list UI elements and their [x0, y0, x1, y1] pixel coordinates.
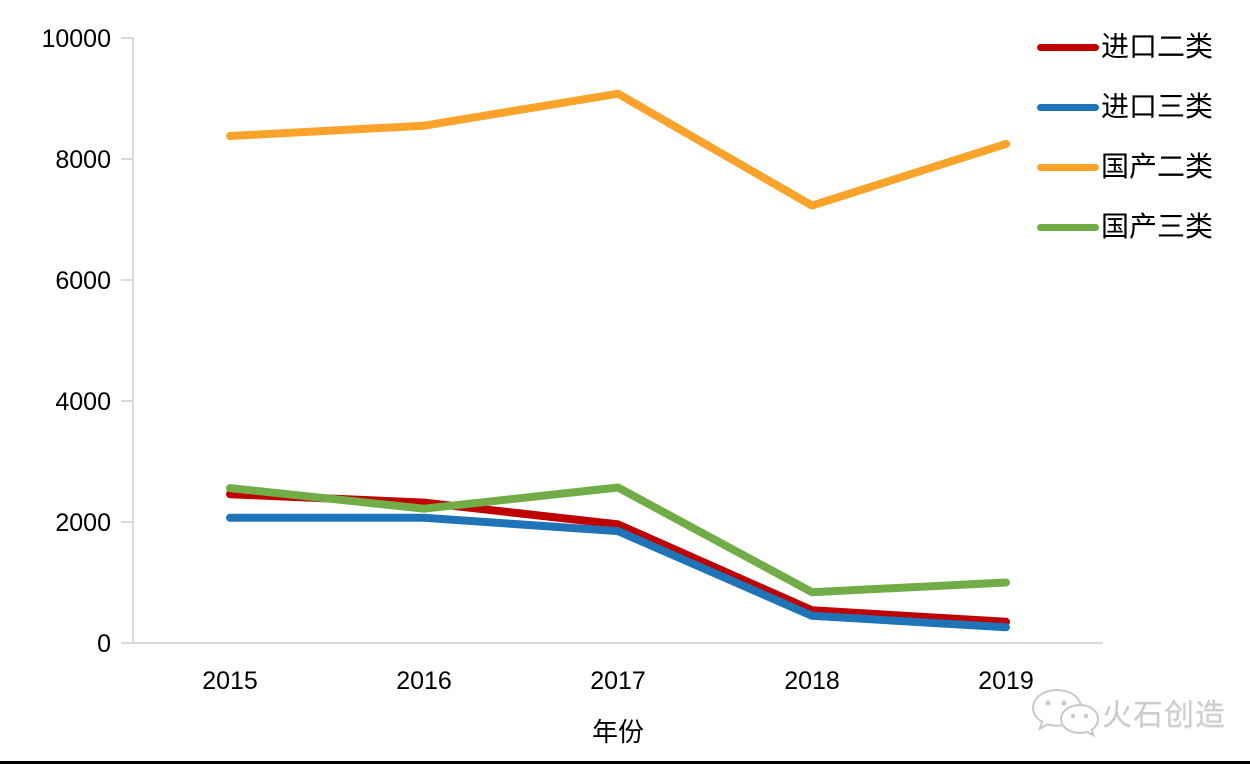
legend-item-domestic-class3: 国产三类 [1037, 197, 1213, 257]
y-tick-label: 2000 [55, 509, 111, 537]
series-line-0 [226, 490, 1010, 626]
legend-label: 国产二类 [1101, 151, 1214, 182]
x-tick-label: 2015 [202, 667, 258, 695]
legend-label: 进口二类 [1101, 31, 1214, 62]
legend-line-swatch [1037, 163, 1099, 171]
axis-lines [132, 38, 1103, 644]
legend-label: 国产三类 [1101, 211, 1214, 242]
watermark: 火石创造 [1028, 686, 1226, 738]
y-tick-label: 8000 [55, 146, 111, 174]
legend-label: 进口三类 [1101, 91, 1214, 122]
bottom-border-line [0, 761, 1250, 764]
x-tick-label: 2017 [590, 667, 646, 695]
series-line-1 [226, 513, 1010, 632]
legend-item-domestic-class2: 国产二类 [1037, 137, 1213, 197]
wechat-icon [1031, 688, 1100, 738]
y-tick-label: 10000 [41, 25, 111, 53]
y-tick-label: 4000 [55, 388, 111, 416]
x-tick-label: 2018 [784, 667, 840, 695]
series-line-2 [226, 89, 1010, 210]
y-tick-label: 6000 [55, 267, 111, 295]
x-axis-title: 年份 [591, 717, 644, 747]
series-line-3 [226, 483, 1010, 597]
legend-line-swatch [1037, 43, 1099, 51]
x-tick-label: 2019 [978, 667, 1034, 695]
legend-line-swatch [1037, 223, 1099, 231]
x-tick-label: 2016 [396, 667, 452, 695]
y-tick-label: 0 [97, 630, 111, 658]
legend-line-swatch [1037, 103, 1099, 111]
legend-item-imported-class3: 进口三类 [1037, 77, 1213, 137]
legend-item-imported-class2: 进口二类 [1037, 17, 1213, 77]
chart-legend: 进口二类 进口三类 国产二类 国产三类 [1037, 17, 1213, 257]
watermark-text: 火石创造 [1102, 699, 1226, 732]
